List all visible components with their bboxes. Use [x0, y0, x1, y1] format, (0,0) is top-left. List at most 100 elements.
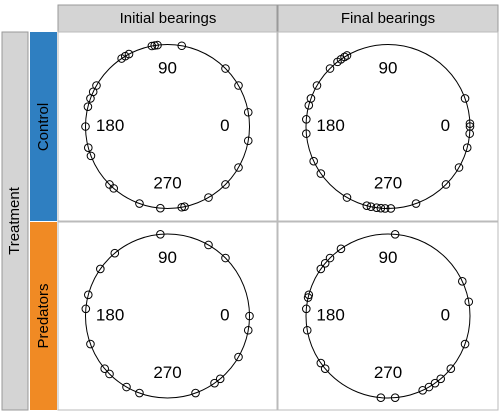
panel — [277, 221, 499, 411]
bearing-point — [81, 304, 91, 314]
bearing-point — [320, 364, 330, 374]
column-label: Final bearings — [341, 10, 435, 27]
bearing-point — [430, 378, 440, 388]
bearing-point — [204, 193, 213, 202]
bearing-point — [83, 102, 93, 111]
bearing-point — [342, 51, 352, 60]
bearing-point — [156, 230, 165, 239]
bearing-point — [122, 382, 131, 392]
bearing-point — [380, 204, 390, 213]
bearing-point — [464, 297, 474, 307]
bearing-point — [147, 41, 157, 51]
bearing-point — [83, 290, 93, 300]
angle-tick-label: 0 — [441, 116, 450, 135]
row-strip — [30, 32, 57, 221]
bearing-point — [110, 248, 120, 258]
bearing-point — [245, 311, 254, 321]
angle-tick-label: 180 — [96, 116, 124, 135]
bearing-point — [302, 129, 311, 138]
column-label: Initial bearings — [120, 10, 217, 27]
panel — [57, 221, 278, 411]
bearing-point — [243, 136, 253, 146]
bearing-point — [316, 358, 326, 368]
bearing-point — [366, 202, 376, 212]
bearing-point — [243, 107, 253, 117]
bearing-point — [191, 388, 200, 398]
angle-tick-label: 270 — [374, 363, 402, 382]
angle-tick-label: 180 — [316, 305, 344, 324]
circle-axis — [305, 233, 471, 399]
bearing-point — [325, 64, 335, 73]
circle-axis — [85, 44, 250, 209]
angle-tick-label: 270 — [374, 173, 402, 192]
angle-tick-label: 270 — [153, 173, 181, 192]
bearing-point — [234, 81, 243, 90]
column-strip — [277, 4, 499, 33]
row-label: Predators — [35, 283, 52, 348]
bearing-point — [83, 143, 93, 153]
bearing-point — [458, 277, 467, 286]
bearing-point — [210, 378, 219, 388]
bearing-point — [177, 41, 187, 51]
panel — [57, 31, 278, 222]
bearing-point — [316, 264, 326, 274]
bearing-point — [86, 151, 96, 161]
bearing-point — [109, 184, 119, 193]
angle-tick-label: 0 — [441, 305, 450, 324]
bearing-point — [441, 180, 451, 189]
bearing-point — [215, 374, 225, 384]
bearing-point — [221, 64, 230, 73]
angle-tick-label: 180 — [316, 116, 344, 135]
bearing-point — [336, 244, 346, 254]
bearing-point — [153, 40, 162, 50]
bearing-point — [105, 369, 114, 379]
bearing-point — [411, 199, 421, 208]
bearing-point — [243, 325, 253, 335]
bearing-point — [320, 258, 330, 268]
angle-tick-label: 90 — [158, 248, 177, 267]
circle-axis — [305, 44, 471, 209]
bearing-point — [117, 54, 126, 63]
bearing-point — [376, 203, 386, 213]
bearing-point — [81, 122, 90, 131]
bearing-point — [465, 122, 475, 131]
bearing-point — [96, 264, 105, 274]
bearing-point — [316, 169, 326, 178]
row-label: Control — [35, 103, 52, 151]
angle-tick-label: 0 — [220, 116, 229, 135]
bearing-point — [303, 293, 313, 302]
bearing-point — [221, 180, 230, 189]
angle-tick-label: 270 — [153, 363, 181, 382]
circle-axis — [85, 233, 250, 399]
row-title: Treatment — [6, 186, 23, 255]
bearing-point — [309, 156, 318, 166]
bearing-point — [180, 202, 189, 212]
row-title-strip — [1, 31, 29, 411]
angle-tick-label: 90 — [379, 59, 398, 78]
bearing-point — [234, 352, 243, 362]
bearing-point — [135, 388, 144, 398]
bearing-point — [460, 94, 470, 103]
bearing-point — [386, 204, 396, 213]
bearing-point — [390, 393, 400, 402]
bearing-point — [465, 119, 475, 128]
bearing-point — [234, 163, 243, 172]
bearing-point — [325, 253, 335, 263]
bearing-point — [312, 81, 322, 90]
bearing-point — [333, 57, 342, 67]
bearing-point — [454, 163, 464, 172]
bearing-point — [302, 115, 311, 124]
bearing-point — [390, 230, 400, 239]
row-strip — [30, 222, 57, 410]
bearing-point — [372, 203, 381, 213]
bearing-point — [204, 240, 213, 250]
angle-tick-label: 0 — [220, 305, 229, 324]
bearing-point — [342, 193, 352, 202]
angle-tick-label: 180 — [96, 305, 124, 324]
bearing-point — [135, 199, 144, 208]
bearing-point — [362, 201, 372, 211]
bearing-point — [446, 364, 456, 374]
bearing-point — [86, 339, 95, 349]
bearing-point — [86, 94, 95, 103]
